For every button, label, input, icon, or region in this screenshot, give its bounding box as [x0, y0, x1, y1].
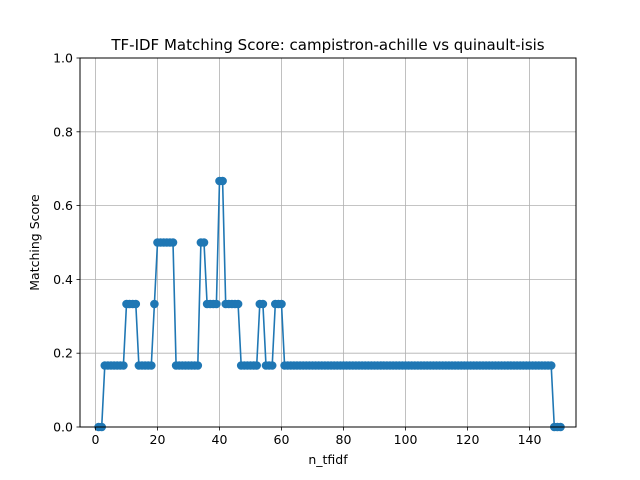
y-tick-label: 1.0 [53, 51, 73, 66]
y-tick-label: 0.8 [53, 124, 73, 139]
data-point [267, 361, 277, 370]
data-point [193, 361, 203, 370]
data-point [199, 238, 209, 247]
x-tick-label: 80 [336, 432, 352, 447]
data-point [212, 299, 221, 309]
data-point [277, 299, 286, 309]
x-tick-label: 40 [212, 432, 228, 447]
chart-title: TF-IDF Matching Score: campistron-achill… [110, 36, 544, 54]
y-tick-label: 0.2 [53, 346, 73, 361]
data-point [168, 238, 178, 247]
y-tick-label: 0.6 [53, 198, 73, 213]
x-tick-label: 140 [518, 432, 542, 447]
y-tick-label: 0.4 [53, 272, 73, 287]
x-tick-label: 0 [92, 432, 100, 447]
data-point [147, 361, 156, 370]
x-tick-label: 20 [150, 432, 166, 447]
data-point [119, 361, 128, 370]
data-point [131, 299, 141, 309]
x-axis-label: n_tfidf [308, 452, 348, 467]
x-tick-label: 100 [394, 432, 418, 447]
x-tick-label: 120 [456, 432, 480, 447]
data-point [218, 176, 227, 186]
plot-frame [79, 57, 577, 428]
data-point [252, 361, 261, 370]
x-tick-label: 60 [274, 432, 290, 447]
x-ticks: 0 20 40 60 80 100 120 140 [92, 427, 542, 447]
data-point [258, 299, 268, 309]
marker-layer [94, 176, 565, 432]
y-tick-label: 0.0 [53, 420, 73, 435]
data-point [150, 299, 159, 309]
data-point [546, 361, 556, 370]
data-point [233, 299, 243, 309]
y-ticks: 0.0 0.2 0.4 0.6 0.8 1.0 [53, 51, 80, 435]
y-axis-label: Matching Score [27, 194, 42, 291]
